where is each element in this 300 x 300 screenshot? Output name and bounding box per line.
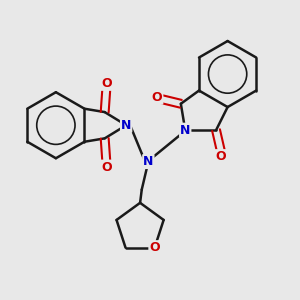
Text: N: N	[180, 124, 190, 137]
Text: O: O	[101, 77, 112, 90]
Text: O: O	[152, 91, 162, 104]
Text: O: O	[149, 241, 160, 254]
Text: N: N	[121, 119, 131, 132]
Text: O: O	[101, 160, 112, 174]
Text: O: O	[216, 150, 226, 163]
Text: N: N	[143, 155, 154, 168]
